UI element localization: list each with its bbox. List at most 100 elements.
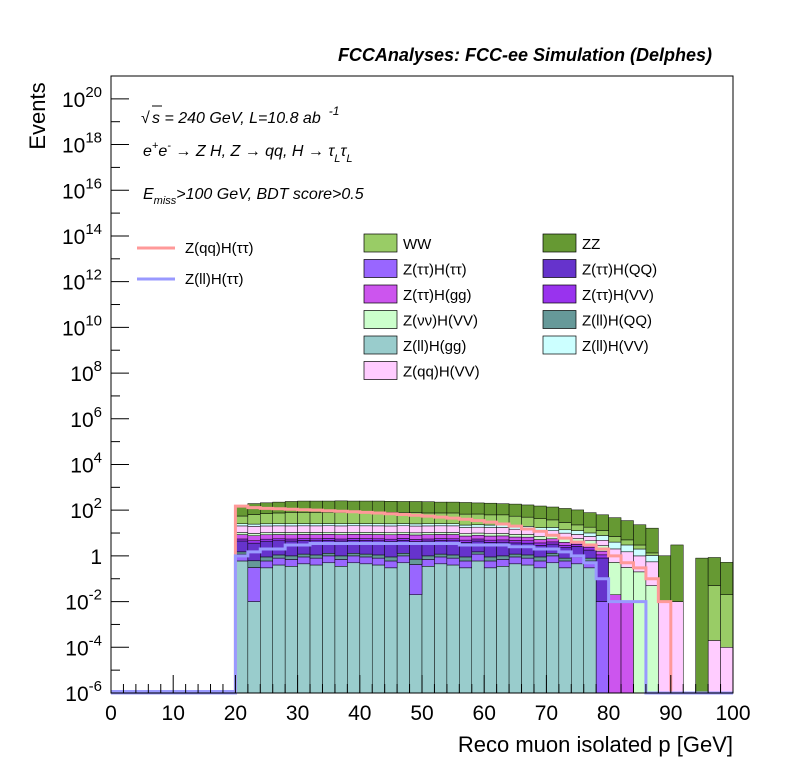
bar [583, 549, 597, 559]
bar [521, 516, 535, 527]
bar [496, 533, 510, 537]
bar [434, 501, 448, 514]
legend-box-swatch [542, 335, 577, 355]
bar [347, 523, 361, 527]
bar [558, 542, 572, 546]
bar [421, 523, 435, 527]
x-tick-label: 60 [473, 702, 496, 725]
bar [633, 571, 647, 694]
bar [483, 567, 497, 694]
bar [633, 555, 647, 573]
bar [471, 560, 485, 694]
bar [247, 523, 261, 527]
bar [508, 556, 522, 565]
bar [633, 524, 647, 546]
bar [571, 556, 584, 565]
legend-box-label: Z(ττ)H(QQ) [582, 262, 657, 279]
bar [384, 556, 398, 562]
x-tick-label: 40 [348, 702, 371, 725]
bar [546, 538, 560, 543]
bar [471, 535, 485, 540]
y-tick-label: 106 [70, 404, 102, 432]
bar [409, 558, 423, 565]
bar [371, 532, 385, 535]
bar [595, 601, 609, 694]
bar [459, 527, 473, 534]
bar [446, 534, 460, 540]
y-tick-label: 1018 [62, 130, 102, 158]
bar [595, 514, 609, 531]
legend-box-label: Z(ll)H(VV) [582, 338, 649, 355]
bar [583, 532, 597, 537]
bar [434, 532, 448, 535]
bar [334, 512, 348, 524]
legend-box-swatch [363, 335, 398, 355]
bar [371, 557, 385, 566]
bar [471, 502, 485, 515]
bar [359, 553, 373, 558]
bar [558, 567, 572, 694]
bar [396, 532, 410, 535]
bar [608, 594, 622, 694]
bar [409, 539, 423, 542]
bar [571, 546, 584, 556]
bar [720, 647, 734, 694]
bar [459, 533, 473, 537]
bar [620, 544, 634, 553]
bar [496, 535, 510, 541]
bar [409, 523, 423, 527]
bar [247, 540, 261, 544]
bar [620, 551, 634, 568]
bar [235, 532, 249, 535]
bar [384, 501, 398, 513]
bar [347, 532, 361, 535]
bar [558, 522, 572, 531]
bar [371, 554, 385, 559]
y-tick-label: 102 [70, 495, 102, 523]
bar [260, 560, 273, 569]
bar [533, 545, 547, 558]
legend-box-swatch [363, 310, 398, 329]
bar [471, 526, 485, 534]
bar [334, 523, 348, 527]
x-tick-label: 100 [715, 702, 750, 725]
y-tick-label: 10-4 [65, 632, 102, 660]
bar [247, 514, 261, 525]
bar [446, 538, 460, 541]
bar [384, 534, 398, 540]
bar [533, 556, 547, 562]
bar [421, 566, 435, 694]
bar [546, 506, 560, 521]
bar [396, 501, 410, 513]
sqrt-symbol: √ [141, 110, 150, 127]
bar [459, 556, 473, 562]
bar [359, 556, 373, 565]
bar [297, 556, 311, 565]
bar [322, 525, 336, 533]
bar [297, 523, 311, 527]
bar [707, 640, 721, 694]
bar [396, 553, 410, 557]
legend-box-label: ZZ [582, 236, 600, 253]
bar [396, 525, 410, 533]
stack-ZZ [235, 500, 734, 694]
bar [496, 527, 510, 534]
bar [421, 512, 435, 524]
bar [297, 512, 311, 524]
line-Z(ll)H(ττ) [111, 541, 733, 695]
bar [720, 594, 734, 648]
bar [483, 560, 497, 569]
bar [558, 529, 572, 534]
annotation-line1: s = 240 GeV, L=10.8 ab -1 [152, 104, 339, 127]
bar [359, 512, 373, 524]
bar [471, 538, 485, 542]
bar [384, 567, 398, 694]
bar [284, 525, 298, 533]
y-tick-label: 1 [90, 546, 102, 569]
line-Z(qq)H(ττ) [111, 504, 733, 695]
bar [260, 567, 273, 694]
bar [421, 525, 435, 533]
bar [446, 501, 460, 514]
bar [235, 534, 249, 540]
